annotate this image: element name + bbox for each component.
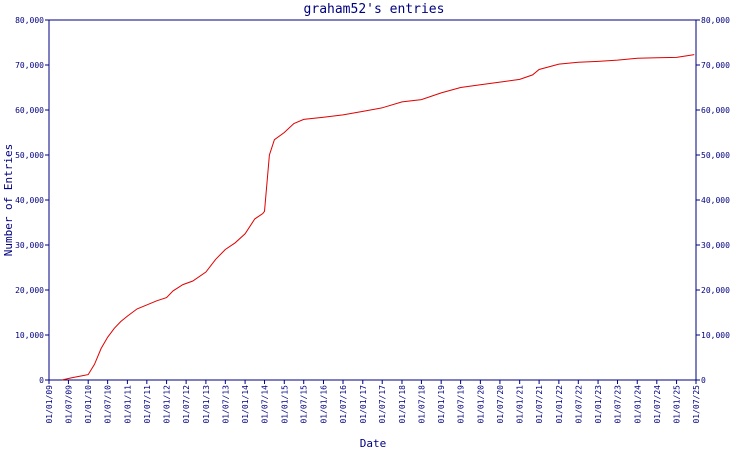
x-tick-label: 01/01/19 — [437, 385, 446, 424]
y-tick-label-right: 20,000 — [701, 286, 730, 295]
x-tick-label: 01/07/14 — [261, 385, 270, 424]
x-tick-label: 01/01/09 — [45, 385, 54, 424]
x-tick-label: 01/01/17 — [359, 385, 368, 424]
x-tick-label: 01/07/10 — [104, 385, 113, 424]
x-tick-label: 01/01/13 — [202, 385, 211, 424]
y-tick-label-left: 0 — [39, 376, 44, 385]
y-tick-label-right: 60,000 — [701, 106, 730, 115]
x-tick-label: 01/07/17 — [378, 385, 387, 424]
x-tick-label: 01/07/22 — [574, 385, 583, 424]
x-tick-label: 01/01/15 — [280, 385, 289, 424]
y-tick-label-right: 80,000 — [701, 16, 730, 25]
x-tick-label: 01/01/22 — [555, 385, 564, 424]
chart-title: graham52's entries — [304, 2, 445, 17]
x-tick-label: 01/07/18 — [417, 385, 426, 424]
y-tick-label-right: 40,000 — [701, 196, 730, 205]
x-tick-label: 01/07/25 — [692, 385, 701, 424]
x-tick-label: 01/07/19 — [457, 385, 466, 424]
x-tick-label: 01/01/20 — [476, 385, 485, 424]
y-tick-label-left: 50,000 — [15, 151, 44, 160]
series-line — [61, 54, 695, 381]
x-tick-label: 01/01/14 — [241, 385, 250, 424]
y-tick-label-left: 80,000 — [15, 16, 44, 25]
y-tick-label-left: 10,000 — [15, 331, 44, 340]
x-tick-label: 01/01/24 — [633, 385, 642, 424]
x-axis-ticks: 01/01/09 01/07/09 01/01/10 01/07/10 01/01/11… — [45, 380, 701, 424]
x-tick-label: 01/07/09 — [64, 385, 73, 424]
x-tick-label: 01/07/11 — [143, 385, 152, 424]
y-tick-label-left: 70,000 — [15, 61, 44, 70]
x-tick-label: 01/01/12 — [163, 385, 172, 424]
x-tick-label: 01/07/13 — [221, 385, 230, 424]
x-tick-label: 01/07/21 — [535, 385, 544, 424]
y-tick-label-left: 20,000 — [15, 286, 44, 295]
x-tick-label: 01/01/10 — [84, 385, 93, 424]
x-axis-label: Date — [360, 437, 387, 450]
x-tick-label: 01/01/25 — [673, 385, 682, 424]
y-tick-label-right: 30,000 — [701, 241, 730, 250]
x-tick-label: 01/01/11 — [123, 385, 132, 424]
x-tick-label: 01/07/23 — [614, 385, 623, 424]
x-tick-label: 01/07/16 — [339, 385, 348, 424]
y-tick-label-left: 40,000 — [15, 196, 44, 205]
x-tick-label: 01/07/15 — [300, 385, 309, 424]
y-tick-label-right: 0 — [701, 376, 706, 385]
x-tick-label: 01/01/18 — [398, 385, 407, 424]
x-tick-label: 01/07/24 — [653, 385, 662, 424]
y-axis-ticks: 0 0 10,000 10,000 20,000 20,000 30,000 30,000 40… — [15, 16, 730, 385]
x-tick-label: 01/07/20 — [496, 385, 505, 424]
y-tick-label-right: 10,000 — [701, 331, 730, 340]
y-tick-label-left: 30,000 — [15, 241, 44, 250]
x-tick-label: 01/01/21 — [516, 385, 525, 424]
y-tick-label-right: 50,000 — [701, 151, 730, 160]
y-tick-label-left: 60,000 — [15, 106, 44, 115]
y-axis-label: Number of Entries — [2, 144, 15, 257]
y-tick-label-right: 70,000 — [701, 61, 730, 70]
x-tick-label: 01/01/16 — [319, 385, 328, 424]
x-tick-label: 01/07/12 — [182, 385, 191, 424]
series-group — [61, 54, 695, 381]
x-tick-label: 01/01/23 — [594, 385, 603, 424]
plot-area-frame — [48, 19, 697, 381]
